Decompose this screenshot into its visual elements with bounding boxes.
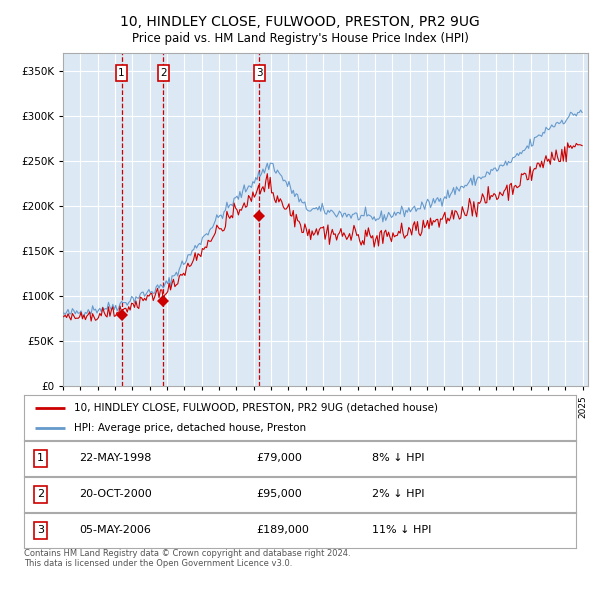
Text: 3: 3 bbox=[256, 68, 263, 78]
Text: 10, HINDLEY CLOSE, FULWOOD, PRESTON, PR2 9UG: 10, HINDLEY CLOSE, FULWOOD, PRESTON, PR2… bbox=[120, 15, 480, 29]
Text: 1: 1 bbox=[37, 454, 44, 463]
Text: 3: 3 bbox=[37, 526, 44, 535]
Text: 2% ↓ HPI: 2% ↓ HPI bbox=[372, 490, 424, 499]
Text: Contains HM Land Registry data © Crown copyright and database right 2024.
This d: Contains HM Land Registry data © Crown c… bbox=[24, 549, 350, 568]
Text: 20-OCT-2000: 20-OCT-2000 bbox=[79, 490, 152, 499]
Text: 2: 2 bbox=[160, 68, 167, 78]
Text: 10, HINDLEY CLOSE, FULWOOD, PRESTON, PR2 9UG (detached house): 10, HINDLEY CLOSE, FULWOOD, PRESTON, PR2… bbox=[74, 403, 437, 412]
Text: 2: 2 bbox=[37, 490, 44, 499]
Text: £79,000: £79,000 bbox=[256, 454, 302, 463]
Text: HPI: Average price, detached house, Preston: HPI: Average price, detached house, Pres… bbox=[74, 424, 306, 434]
Text: Price paid vs. HM Land Registry's House Price Index (HPI): Price paid vs. HM Land Registry's House … bbox=[131, 32, 469, 45]
Text: £95,000: £95,000 bbox=[256, 490, 302, 499]
Text: 1: 1 bbox=[118, 68, 125, 78]
Text: 8% ↓ HPI: 8% ↓ HPI bbox=[372, 454, 424, 463]
Text: £189,000: £189,000 bbox=[256, 526, 309, 535]
Text: 05-MAY-2006: 05-MAY-2006 bbox=[79, 526, 151, 535]
Text: 22-MAY-1998: 22-MAY-1998 bbox=[79, 454, 152, 463]
Text: 11% ↓ HPI: 11% ↓ HPI bbox=[372, 526, 431, 535]
